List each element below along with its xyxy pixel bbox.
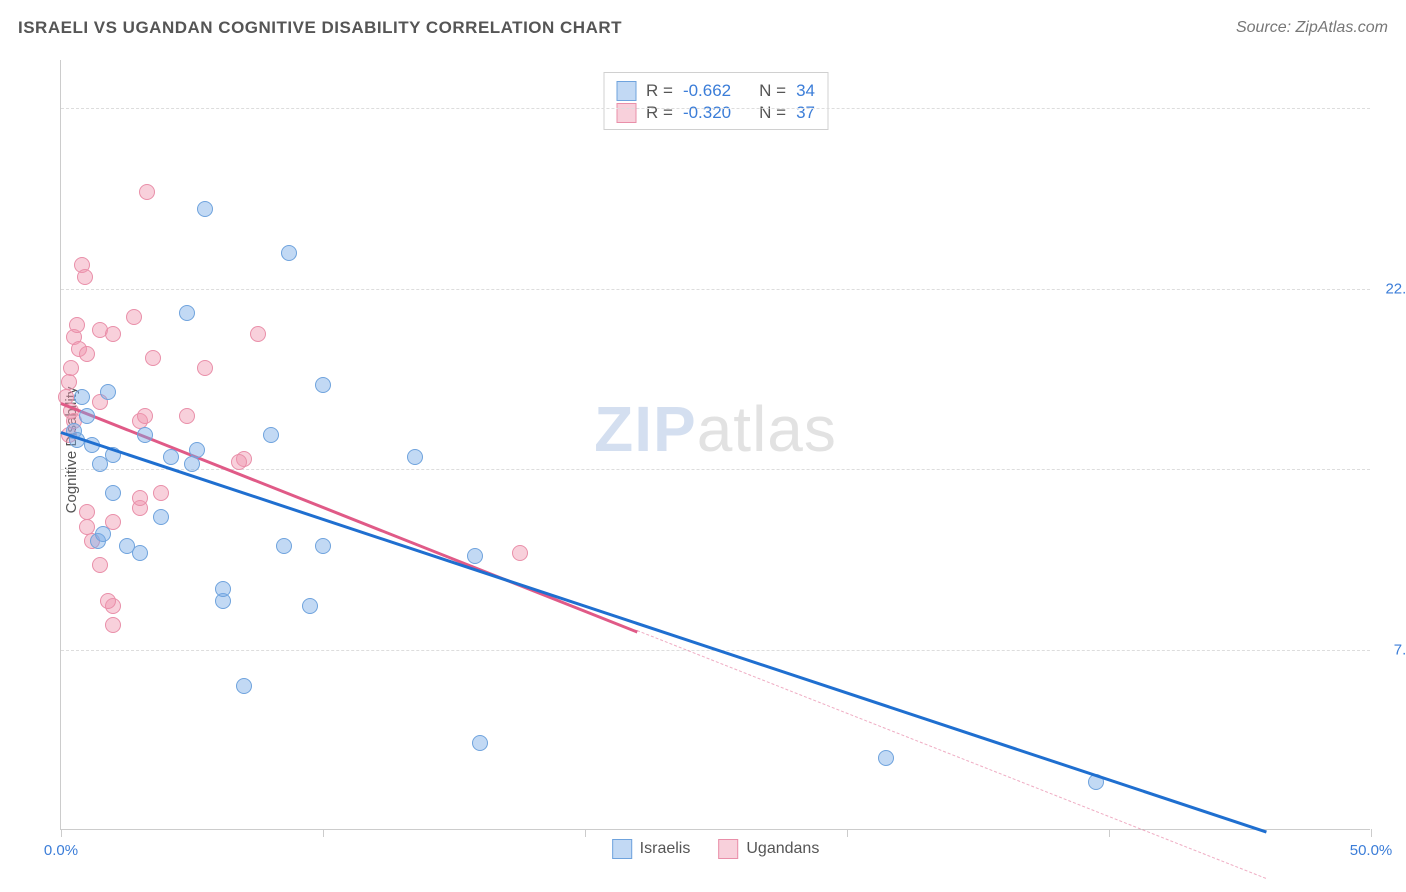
stats-legend-box: R = -0.662 N = 34 R = -0.320 N = 37 [603,72,828,130]
scatter-point [153,485,169,501]
bottom-legend: Israelis Ugandans [612,839,820,859]
y-tick-label: 7.5% [1378,641,1406,658]
scatter-point [132,545,148,561]
stat-label: R = [646,81,673,101]
chart-title: ISRAELI VS UGANDAN COGNITIVE DISABILITY … [18,18,622,38]
scatter-point [197,360,213,376]
x-tick-label: 0.0% [44,842,78,859]
stat-n-value: 34 [796,81,815,101]
legend-item: Ugandans [718,839,819,859]
scatter-point [315,377,331,393]
swatch-icon [616,81,636,101]
swatch-icon [718,839,738,859]
scatter-point [878,750,894,766]
scatter-point [163,449,179,465]
scatter-point [231,454,247,470]
legend-item: Israelis [612,839,691,859]
gridline [61,469,1370,470]
scatter-point [69,317,85,333]
scatter-point [281,245,297,261]
scatter-point [92,557,108,573]
scatter-point [126,309,142,325]
stat-r-value: -0.320 [683,103,731,123]
x-tick [61,829,62,837]
scatter-point [145,350,161,366]
scatter-point [100,384,116,400]
scatter-point [184,456,200,472]
scatter-point [153,509,169,525]
scatter-point [79,408,95,424]
scatter-point [302,598,318,614]
stat-label: N = [759,103,786,123]
scatter-point [74,389,90,405]
trend-line [61,431,1267,833]
x-tick [1109,829,1110,837]
scatter-point [63,360,79,376]
x-tick [847,829,848,837]
scatter-point [250,326,266,342]
scatter-point [105,617,121,633]
y-tick-label: 22.5% [1378,280,1406,297]
scatter-point [179,305,195,321]
chart-container: Cognitive Disability ZIPatlas R = -0.662… [18,50,1388,850]
scatter-point [95,526,111,542]
scatter-point [276,538,292,554]
scatter-point [197,201,213,217]
gridline [61,108,1370,109]
scatter-point [179,408,195,424]
stat-r-value: -0.662 [683,81,731,101]
stat-label: N = [759,81,786,101]
x-tick [585,829,586,837]
scatter-point [137,408,153,424]
legend-label: Ugandans [746,840,819,858]
x-tick-label: 50.0% [1350,842,1393,859]
scatter-point [79,346,95,362]
source-attribution: Source: ZipAtlas.com [1236,19,1388,37]
scatter-point [467,548,483,564]
scatter-point [189,442,205,458]
scatter-point [263,427,279,443]
swatch-icon [616,103,636,123]
stat-label: R = [646,103,673,123]
scatter-point [100,593,116,609]
watermark-light: atlas [697,393,837,465]
scatter-point [105,485,121,501]
scatter-point [215,581,231,597]
scatter-point [105,326,121,342]
x-tick [323,829,324,837]
watermark: ZIPatlas [594,392,837,466]
plot-area: ZIPatlas R = -0.662 N = 34 R = -0.320 N … [60,60,1370,830]
scatter-point [236,678,252,694]
scatter-point [137,427,153,443]
stat-n-value: 37 [796,103,815,123]
scatter-point [77,269,93,285]
scatter-point [472,735,488,751]
swatch-icon [612,839,632,859]
scatter-point [132,490,148,506]
scatter-point [315,538,331,554]
watermark-bold: ZIP [594,393,697,465]
gridline [61,289,1370,290]
x-tick [1371,829,1372,837]
scatter-point [407,449,423,465]
legend-label: Israelis [640,840,691,858]
scatter-point [512,545,528,561]
stats-row: R = -0.662 N = 34 [616,81,815,101]
stats-row: R = -0.320 N = 37 [616,103,815,123]
scatter-point [61,374,77,390]
scatter-point [139,184,155,200]
